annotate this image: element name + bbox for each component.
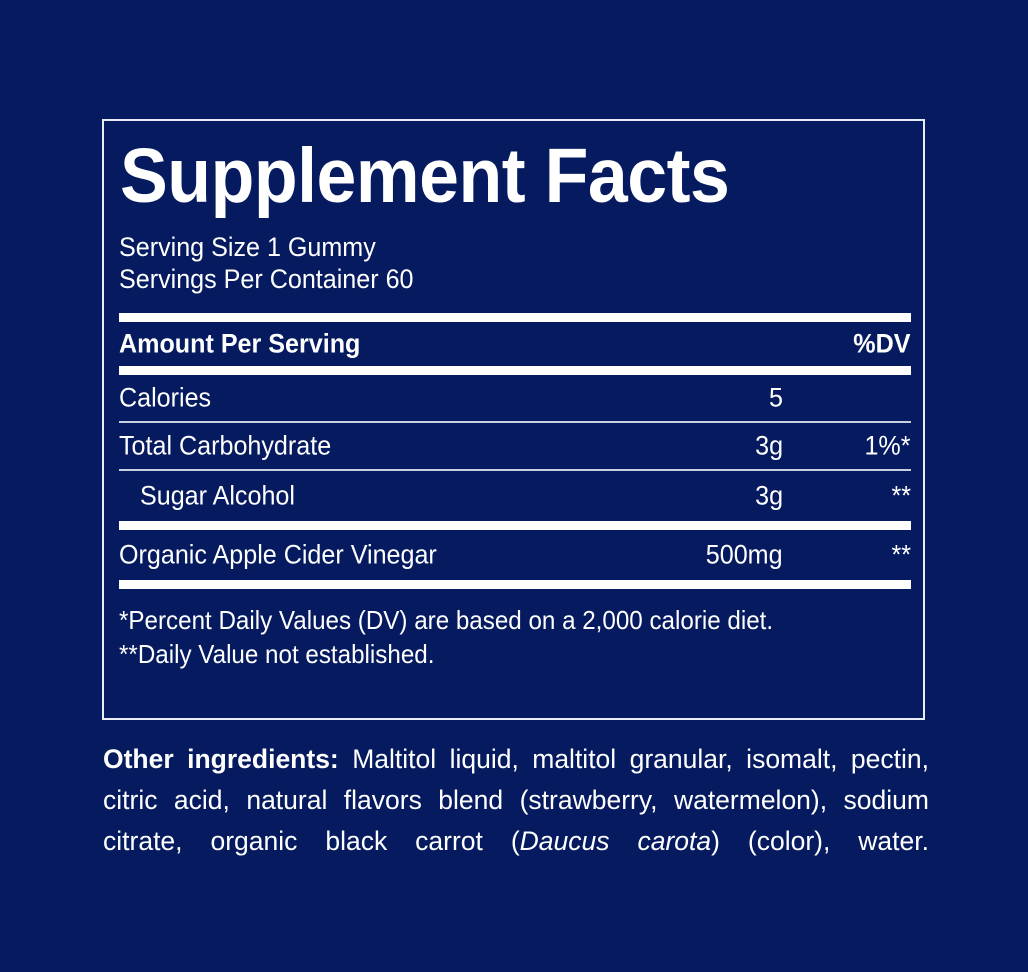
nutrient-amount: 5 [769,382,783,413]
other-ingredients-label: Other ingredients: [103,744,339,774]
nutrient-amount: 3g [755,430,783,461]
nutrient-name: Total Carbohydrate [119,430,332,461]
spacer [119,295,911,313]
serving-size-line: Serving Size 1 Gummy [119,232,376,262]
table-header-row: Amount Per Serving %DV [119,322,911,366]
other-ingredients: Other ingredients: Maltitol liquid, malt… [103,739,929,903]
rule-thin-1 [119,421,911,423]
rule-thick-mid [119,521,911,530]
other-ingredients-text-after: ) (color), water. [711,826,929,856]
nutrient-dv: ** [891,480,911,511]
nutrient-name: Organic Apple Cider Vinegar [119,539,437,570]
page-title: Supplement Facts [120,133,730,219]
table-row: Sugar Alcohol 3g ** [119,471,911,521]
supplement-facts-inner: Supplement Facts Serving Size 1 Gummy Se… [119,121,911,671]
amount-per-serving-label: Amount Per Serving [119,328,361,359]
rule-thick-under-header [119,366,911,375]
servings-per-container-line: Servings Per Container 60 [119,264,414,294]
other-ingredients-text-before: Maltitol liquid, maltitol granular, isom… [103,744,929,856]
rule-thick-bottom [119,580,911,589]
percent-dv-label: %DV [853,328,911,359]
footnote-dv-not-established: **Daily Value not established. [119,639,435,669]
table-row: Total Carbohydrate 3g 1%* [119,423,911,469]
rule-thin-2 [119,469,911,471]
nutrient-name: Calories [119,382,212,413]
scientific-name: Daucus carota [519,826,712,856]
table-row: Organic Apple Cider Vinegar 500mg ** [119,530,911,580]
nutrient-dv: 1%* [864,430,911,461]
nutrient-amount: 500mg [706,539,783,570]
rule-thick-top [119,313,911,322]
footnote-percent-dv: *Percent Daily Values (DV) are based on … [119,605,774,635]
nutrient-dv: ** [891,539,911,570]
table-row: Calories 5 [119,375,911,421]
supplement-facts-panel: Supplement Facts Serving Size 1 Gummy Se… [102,119,925,720]
nutrient-amount: 3g [755,480,783,511]
nutrient-name: Sugar Alcohol [140,480,295,511]
